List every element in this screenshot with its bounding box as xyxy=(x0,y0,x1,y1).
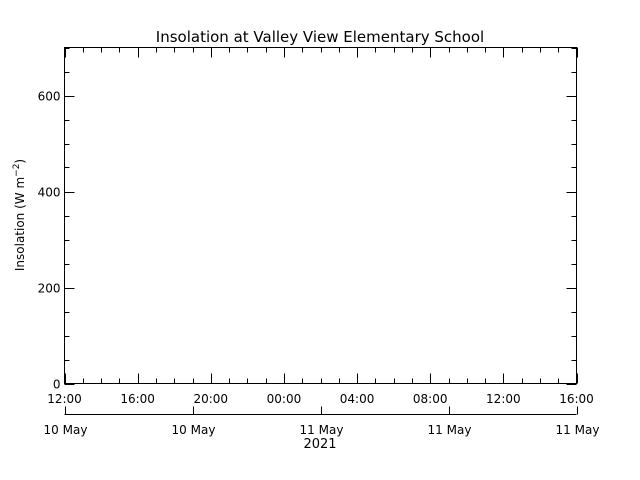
x-tick-label: 16:00 xyxy=(559,392,594,406)
y-tick-label: 0 xyxy=(53,378,61,392)
year-label: 2021 xyxy=(303,437,336,452)
x-tick-label: 12:00 xyxy=(486,392,521,406)
x-tick-label: 12:00 xyxy=(47,392,82,406)
date-tick-label: 10 May xyxy=(172,423,216,437)
y-axis-label: Insolation (W m−2) xyxy=(12,159,27,271)
x-tick-label: 00:00 xyxy=(267,392,302,406)
date-tick-label: 11 May xyxy=(556,423,600,437)
y-axis: 0 200 400 600 xyxy=(38,48,577,392)
date-tick-label: 10 May xyxy=(44,423,88,437)
y-tick-label: 200 xyxy=(38,282,61,296)
date-axis: 10 May 10 May 11 May 11 May 11 May xyxy=(44,406,600,437)
date-tick-label: 11 May xyxy=(428,423,472,437)
x-tick-label: 16:00 xyxy=(120,392,155,406)
plot-frame xyxy=(64,47,577,384)
chart-title: Insolation at Valley View Elementary Sch… xyxy=(156,28,484,46)
y-tick-label: 400 xyxy=(38,186,61,200)
x-tick-label: 04:00 xyxy=(340,392,375,406)
x-axis: 12:00 16:00 20:00 00:00 04:00 08:00 12:00 16:00 xyxy=(47,47,594,406)
y-tick-label: 600 xyxy=(38,90,61,104)
x-tick-label: 08:00 xyxy=(413,392,448,406)
date-tick-label: 11 May xyxy=(300,423,344,437)
x-tick-label: 20:00 xyxy=(193,392,228,406)
